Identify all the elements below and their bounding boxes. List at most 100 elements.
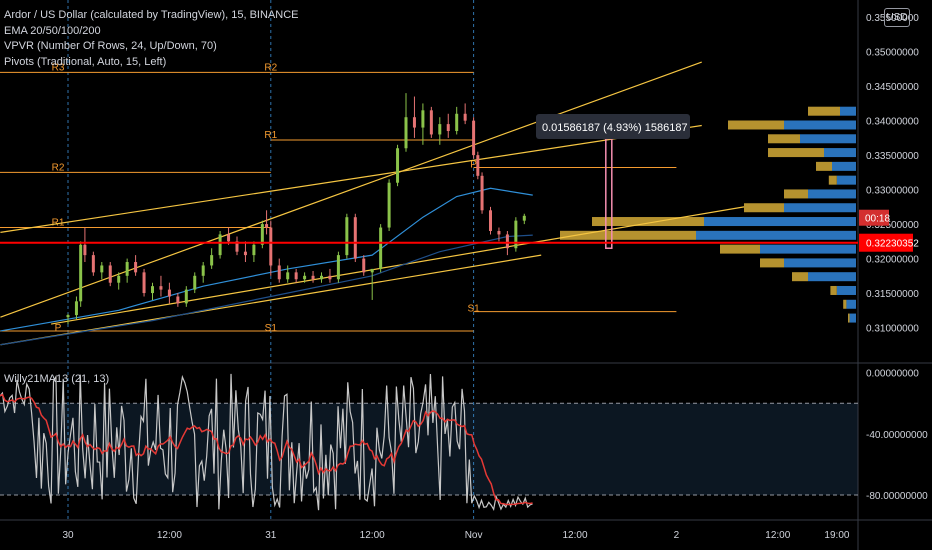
- candle-body: [176, 296, 180, 304]
- candle-body: [476, 155, 480, 176]
- volume-profile-down-bar: [760, 258, 784, 268]
- volume-profile-up-bar: [840, 106, 856, 116]
- candle-body: [412, 117, 416, 128]
- candle-body: [83, 244, 87, 256]
- ema-line-0: [0, 187, 533, 332]
- channel-line-3: [0, 254, 542, 346]
- price-tick-label: 0.35500000: [866, 13, 919, 24]
- pivot-label-p: P: [55, 323, 62, 334]
- volume-profile-down-bar: [792, 272, 808, 282]
- price-tick-label: 0.35000000: [866, 48, 919, 59]
- candle-body: [497, 230, 501, 235]
- candle-body: [387, 182, 391, 228]
- volume-profile-up-bar: [760, 244, 856, 254]
- volume-profile-up-bar: [849, 313, 856, 323]
- volume-profile-up-bar: [784, 120, 856, 130]
- channel-line-0: [0, 61, 702, 318]
- candle-body: [303, 275, 307, 280]
- vpvr-indicator-label[interactable]: VPVR (Number Of Rows, 24, Up/Down, 70): [4, 40, 217, 52]
- candle-body: [463, 113, 467, 121]
- candle-body: [260, 224, 264, 245]
- candle-body: [91, 255, 95, 273]
- candle-body: [159, 286, 163, 290]
- volume-profile-down-bar: [843, 299, 847, 309]
- volume-profile-up-bar: [800, 134, 856, 144]
- candle-body: [480, 175, 484, 211]
- price-tick-label: 0.31000000: [866, 324, 919, 335]
- oscillator-tick-label: 0.00000000: [866, 369, 919, 380]
- time-tick-label: 19:00: [824, 530, 849, 541]
- candle-body: [108, 265, 112, 283]
- last-price-tag: [859, 233, 913, 252]
- volume-profile-up-bar: [696, 230, 856, 240]
- candle-body: [201, 265, 205, 276]
- volume-profile-down-bar: [592, 217, 704, 227]
- currency-button[interactable]: USD: [884, 8, 910, 27]
- oscillator-tick-label: -80.00000000: [866, 491, 928, 502]
- pivot-label-r1: R1: [264, 130, 277, 141]
- time-tick-label: 2: [674, 530, 680, 541]
- candle-body: [74, 301, 78, 316]
- price-tick-label: 0.32500000: [866, 220, 919, 231]
- candle-body: [100, 265, 104, 273]
- candle-body: [227, 234, 231, 242]
- volume-profile-down-bar: [720, 244, 760, 254]
- candle-body: [505, 234, 509, 249]
- candle-body: [446, 124, 450, 132]
- candle-body: [429, 110, 433, 135]
- volume-profile-up-bar: [808, 189, 856, 199]
- volume-profile-up-bar: [784, 258, 856, 268]
- candle-body: [404, 117, 408, 149]
- ema-indicator-label[interactable]: EMA 20/50/100/200: [4, 24, 101, 37]
- countdown-label: 00:18: [865, 214, 890, 225]
- volume-profile-down-bar: [728, 120, 784, 130]
- candle-body: [396, 148, 400, 183]
- pivot-label-s1: S1: [265, 323, 278, 334]
- candle-body: [421, 110, 425, 128]
- time-tick-label: Nov: [465, 530, 483, 541]
- candle-body: [472, 120, 476, 156]
- time-tick-label: 30: [62, 530, 74, 541]
- candle-body: [210, 255, 214, 266]
- candle-body: [438, 124, 442, 135]
- volume-profile-down-bar: [830, 285, 837, 295]
- candle-body: [218, 234, 222, 256]
- candle-body: [353, 217, 357, 259]
- volume-profile-down-bar: [744, 203, 784, 213]
- volume-profile-up-bar: [836, 175, 856, 185]
- candle-body: [311, 275, 315, 280]
- candle-body: [243, 251, 247, 256]
- candle-body: [277, 265, 281, 280]
- volume-profile-down-bar: [848, 313, 850, 323]
- volume-profile-up-bar: [784, 203, 856, 213]
- candle-body: [514, 220, 518, 249]
- pivot-label-p: P: [470, 160, 477, 171]
- price-tick-label: 0.34500000: [866, 82, 919, 93]
- oscillator-legend[interactable]: Willy21MA13 (21, 13): [4, 373, 110, 385]
- volume-profile-down-bar: [784, 189, 808, 199]
- volume-profile-down-bar: [808, 106, 840, 116]
- candle-body: [66, 315, 70, 318]
- time-tick-label: 12:00: [765, 530, 790, 541]
- candle-body: [294, 272, 298, 280]
- candle-body: [370, 268, 374, 273]
- oscillator-tick-label: -40.00000000: [866, 430, 928, 441]
- candle-body: [379, 227, 383, 269]
- volume-profile-up-bar: [704, 217, 856, 227]
- price-tick-label: 0.33500000: [866, 151, 919, 162]
- time-tick-label: 31: [265, 530, 277, 541]
- pivots-indicator-label[interactable]: Pivots (Traditional, Auto, 15, Left): [4, 55, 167, 68]
- candle-body: [362, 258, 366, 273]
- countdown-tag: [859, 209, 889, 226]
- measure-tooltip-label: 0.01586187 (4.93%) 1586187: [542, 122, 688, 134]
- volume-profile-up-bar: [808, 272, 856, 282]
- volume-profile-up-bar: [824, 148, 856, 158]
- volume-profile-up-bar: [846, 299, 856, 309]
- candle-body: [320, 275, 323, 280]
- candle-body: [117, 275, 121, 283]
- price-tick-label: 0.33000000: [866, 186, 919, 197]
- candle-body: [125, 262, 129, 276]
- symbol-title[interactable]: Ardor / US Dollar (calculated by Trading…: [4, 9, 299, 21]
- volume-profile-up-bar: [836, 285, 856, 295]
